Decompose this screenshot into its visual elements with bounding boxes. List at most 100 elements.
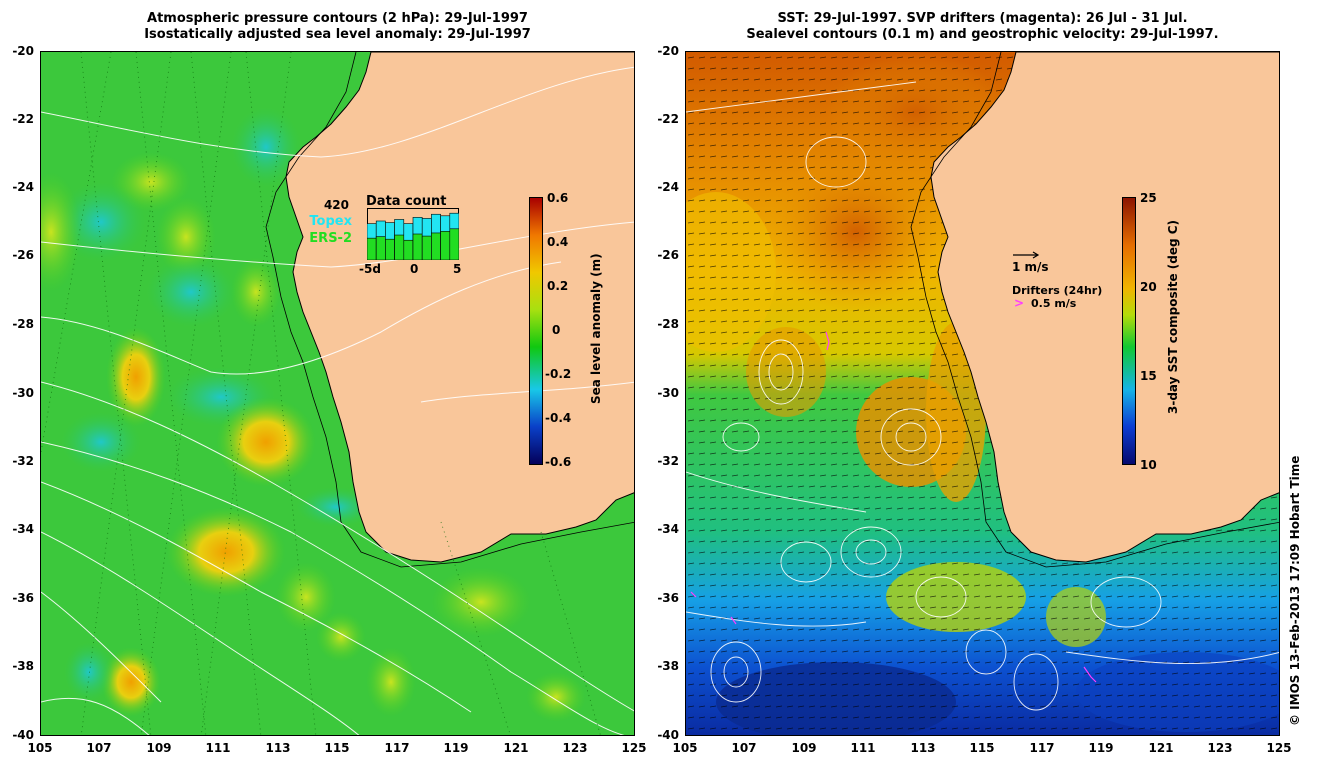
sst-cbar-tick: 25	[1140, 191, 1157, 205]
inset-tick-5: 5	[453, 262, 462, 276]
left-title-line1: Atmospheric pressure contours (2 hPa): 2…	[147, 11, 528, 26]
left-y-tick: -38	[12, 659, 34, 673]
left-panel-title: Atmospheric pressure contours (2 hPa): 2…	[40, 11, 635, 43]
ers2-legend-label: ERS-2	[309, 231, 352, 246]
right-y-tick: -26	[657, 248, 679, 262]
sst-map: 1 m/s Drifters (24hr) > 0.5 m/s 25 20 15…	[685, 51, 1280, 736]
right-x-tick: 125	[1266, 741, 1292, 755]
right-y-tick: -34	[657, 522, 679, 536]
right-x-tick: 117	[1029, 741, 1055, 755]
left-x-tick: 121	[503, 741, 529, 755]
sea-level-contours	[686, 81, 1279, 711]
right-title-line2: Sealevel contours (0.1 m) and geostrophi…	[746, 27, 1219, 42]
left-y-tick: -34	[12, 522, 34, 536]
velocity-scale-label: 1 m/s	[1012, 260, 1049, 274]
sla-cbar-tick: -0.4	[545, 411, 572, 425]
sla-cbar-tick: 0.2	[547, 279, 569, 293]
left-x-tick: 105	[27, 741, 53, 755]
drifters-speed-label: 0.5 m/s	[1031, 297, 1077, 310]
right-y-tick: -28	[657, 317, 679, 331]
sla-cbar-tick: -0.2	[545, 367, 572, 381]
sst-colorbar-title: 3-day SST composite (deg C)	[1166, 219, 1180, 414]
sla-map-svg	[41, 52, 634, 735]
sla-anomaly-patches	[41, 107, 586, 722]
right-y-tick: -30	[657, 386, 679, 400]
ers2-count-bar	[412, 233, 423, 260]
sla-patch	[276, 562, 336, 632]
right-x-tick: 111	[850, 741, 876, 755]
australia-landmass	[930, 52, 1279, 563]
data-count-bars	[367, 208, 459, 260]
australia-landmass	[285, 52, 634, 563]
left-y-tick: -26	[12, 248, 34, 262]
left-y-tick: -24	[12, 180, 34, 194]
sla-cbar-tick: 0	[552, 323, 561, 337]
shelf-edge-contour	[265, 52, 634, 568]
right-x-tick: 113	[910, 741, 936, 755]
sla-patch	[156, 197, 216, 277]
sla-patch	[526, 672, 586, 722]
left-x-tick: 113	[265, 741, 291, 755]
right-x-tick: 105	[672, 741, 698, 755]
sla-cbar-tick: 0.4	[547, 235, 569, 249]
topex-legend-label: Topex	[309, 214, 352, 229]
right-y-tick: -22	[657, 112, 679, 126]
drifter-legend-icon: >	[1014, 296, 1025, 310]
left-y-tick: -30	[12, 386, 34, 400]
left-y-tick: -20	[12, 44, 34, 58]
right-x-tick: 123	[1207, 741, 1233, 755]
right-x-tick: 109	[791, 741, 817, 755]
ers2-count-bar	[421, 235, 432, 260]
satellite-tracks	[41, 52, 601, 735]
inset-tick-0: 0	[410, 262, 419, 276]
sla-cbar-tick: -0.6	[545, 455, 572, 469]
ers2-count-bar	[431, 232, 441, 260]
ers2-count-bar	[375, 236, 386, 260]
ers2-count-bar	[403, 239, 414, 260]
sla-patch	[231, 257, 281, 327]
right-y-tick: -38	[657, 659, 679, 673]
ers2-count-bar	[449, 228, 459, 260]
right-y-tick: -32	[657, 454, 679, 468]
data-count-inset: 420 Data count Topex ERS-2 -5d 0 5	[309, 190, 469, 280]
inset-tick-minus5d: -5d	[359, 262, 381, 276]
sla-patch	[166, 507, 286, 597]
drifters-legend-title: Drifters (24hr)	[1012, 284, 1103, 297]
ers2-count-bar	[367, 237, 377, 260]
sla-cbar-tick: 0.6	[547, 191, 569, 205]
left-y-tick: -28	[12, 317, 34, 331]
left-y-tick: -22	[12, 112, 34, 126]
sst-colorbar	[1122, 197, 1136, 465]
right-x-tick: 107	[731, 741, 757, 755]
right-x-tick: 119	[1088, 741, 1114, 755]
sst-map-svg	[686, 52, 1279, 735]
velocity-scale-arrow	[1013, 251, 1040, 259]
sla-patch	[316, 612, 366, 662]
sla-patch	[431, 567, 531, 637]
left-x-tick: 117	[384, 741, 410, 755]
data-count-title: Data count	[366, 194, 447, 209]
right-y-tick: -36	[657, 591, 679, 605]
sst-cbar-tick: 15	[1140, 369, 1157, 383]
sst-cbar-tick: 10	[1140, 458, 1157, 472]
right-y-tick: -40	[657, 728, 679, 742]
ers2-count-bar	[440, 231, 451, 260]
copyright-notice: © IMOS 13-Feb-2013 17:09 Hobart Time	[1288, 455, 1302, 726]
sla-patch	[101, 647, 161, 717]
sst-cbar-tick: 20	[1140, 280, 1157, 294]
sla-patch	[61, 412, 141, 472]
sla-patch	[366, 647, 416, 717]
shelf-edge-contour	[910, 52, 1279, 568]
sla-patch	[64, 642, 114, 702]
right-x-tick: 121	[1148, 741, 1174, 755]
sla-patch	[106, 327, 166, 427]
sla-patch	[231, 107, 301, 187]
sla-colorbar-title: Sea level anomaly (m)	[589, 253, 603, 404]
left-x-tick: 125	[621, 741, 647, 755]
left-y-tick: -36	[12, 591, 34, 605]
left-x-tick: 107	[86, 741, 112, 755]
sla-colorbar	[529, 197, 543, 465]
left-x-tick: 119	[443, 741, 469, 755]
left-x-tick: 123	[562, 741, 588, 755]
left-x-tick: 115	[324, 741, 350, 755]
